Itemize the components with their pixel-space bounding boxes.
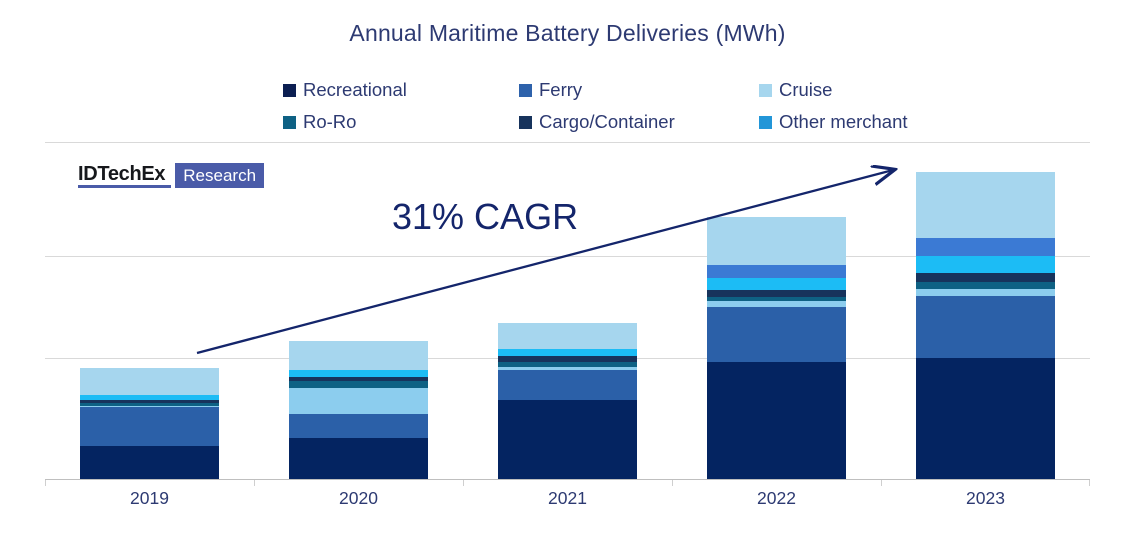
bar-segment-cruise-lower	[80, 405, 219, 407]
x-tick	[45, 480, 46, 486]
legend-swatch-ro-ro	[283, 115, 296, 129]
legend-label: Other merchant	[779, 111, 908, 132]
bar-segment-cruise-lower	[498, 367, 637, 371]
x-label-2023: 2023	[966, 488, 1005, 508]
bar-segment-other-merchant	[289, 370, 428, 378]
bar-2019[interactable]	[80, 368, 219, 479]
x-label-2019: 2019	[130, 488, 169, 508]
legend-item-cargo-container[interactable]: Cargo/Container	[519, 111, 759, 133]
bar-segment-ferry	[289, 414, 428, 439]
legend-swatch-ferry	[519, 83, 532, 97]
bar-segment-recreational	[707, 361, 846, 479]
chart-title: Annual Maritime Battery Deliveries (MWh)	[349, 20, 786, 46]
legend-label: Ferry	[539, 79, 583, 100]
x-tick	[463, 480, 464, 486]
legend-item-cruise[interactable]: Cruise	[759, 79, 943, 101]
bar-segment-cruise	[916, 171, 1055, 238]
legend-swatch-cruise	[759, 83, 772, 97]
x-label-2020: 2020	[339, 488, 378, 508]
bar-segment-cruise	[80, 368, 219, 395]
legend-label: Ro-Ro	[303, 111, 357, 132]
bar-2020[interactable]	[289, 340, 428, 479]
bar-2022[interactable]	[707, 216, 846, 479]
legend-item-ferry[interactable]: Ferry	[519, 79, 759, 101]
gridline-top	[45, 142, 1090, 143]
bar-segment-cargo-container	[80, 400, 219, 404]
bar-segment-ro-ro	[289, 381, 428, 388]
bar-segment-ro-ro	[916, 281, 1055, 290]
legend-item-other-merchant[interactable]: Other merchant	[759, 111, 943, 133]
bar-segment-cruise-lower	[916, 289, 1055, 296]
logo-name: IDTechEx	[78, 163, 172, 188]
bar-segment-recreational	[498, 400, 637, 479]
bar-segment-cruise	[289, 340, 428, 371]
chart-legend: Recreational Ferry Cruise Ro-Ro Cargo/Co…	[283, 74, 943, 138]
bar-segment-ferry	[707, 306, 846, 362]
bar-segment-recreational	[916, 358, 1055, 479]
bar-segment-ferry-upper	[707, 265, 846, 279]
legend-item-ro-ro[interactable]: Ro-Ro	[283, 111, 519, 133]
bar-segment-cargo-container	[498, 356, 637, 362]
legend-label: Cargo/Container	[539, 111, 675, 132]
cagr-annotation: 31% CAGR	[392, 196, 579, 237]
x-tick	[254, 480, 255, 486]
x-label-2021: 2021	[548, 488, 587, 508]
legend-label: Recreational	[303, 79, 407, 100]
x-tick	[881, 480, 882, 486]
bar-segment-cargo-container	[916, 272, 1055, 282]
bar-segment-other-merchant	[916, 256, 1055, 273]
bar-segment-recreational	[80, 446, 219, 479]
plot-area	[45, 140, 1090, 486]
x-axis-line	[45, 479, 1090, 480]
legend-item-recreational[interactable]: Recreational	[283, 79, 519, 101]
bar-segment-cruise	[707, 216, 846, 266]
bar-segment-cargo-container	[707, 290, 846, 297]
legend-swatch-other-merchant	[759, 115, 772, 129]
bar-segment-other-merchant	[707, 278, 846, 291]
x-tick	[1089, 480, 1090, 486]
bar-segment-ferry	[498, 370, 637, 401]
x-label-2022: 2022	[757, 488, 796, 508]
bar-segment-ferry	[80, 406, 219, 447]
bar-2023[interactable]	[916, 171, 1055, 479]
logo-research-tag: Research	[175, 163, 265, 188]
bar-segment-ferry	[916, 295, 1055, 359]
bar-segment-recreational	[289, 438, 428, 479]
bar-segment-cargo-container	[289, 377, 428, 382]
bar-segment-ro-ro	[498, 361, 637, 368]
idtechex-logo: IDTechEx Research	[78, 163, 265, 188]
x-axis-labels: 2019 2020 2021 2022 2023	[45, 488, 1090, 518]
bar-segment-ferry-upper	[916, 237, 1055, 257]
bar-segment-cruise	[498, 323, 637, 349]
bar-segment-other-merchant	[80, 394, 219, 401]
legend-swatch-cargo-container	[519, 115, 532, 129]
bar-segment-other-merchant	[498, 348, 637, 357]
bar-segment-ro-ro	[80, 403, 219, 406]
legend-label: Cruise	[779, 79, 833, 100]
legend-swatch-recreational	[283, 83, 296, 97]
x-tick	[672, 480, 673, 486]
bar-2021[interactable]	[498, 323, 637, 479]
bar-segment-cruise-lower	[289, 387, 428, 415]
